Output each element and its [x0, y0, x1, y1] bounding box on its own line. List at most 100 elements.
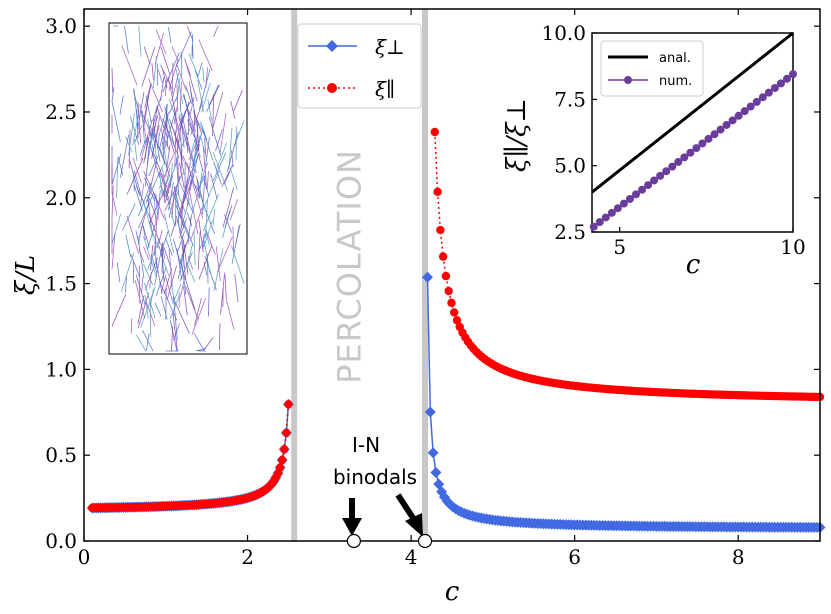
inset-num-point	[716, 125, 725, 134]
fiber	[197, 175, 205, 192]
fiber	[201, 82, 211, 113]
fiber	[142, 330, 154, 352]
y-tick-label: 0.5	[45, 443, 77, 467]
fiber	[204, 256, 217, 291]
fiber	[152, 55, 157, 88]
fiber	[176, 193, 181, 234]
inset-num-point	[758, 93, 767, 102]
inset-num-point	[728, 116, 737, 125]
fiber	[141, 276, 144, 294]
fiber	[184, 155, 192, 194]
fiber	[143, 282, 156, 319]
fiber	[154, 245, 163, 287]
fiber	[185, 142, 195, 166]
inset-series	[589, 31, 797, 231]
fiber	[208, 116, 222, 156]
fiber	[126, 215, 140, 254]
fiber	[133, 170, 142, 194]
inset-num-point	[589, 222, 598, 231]
fiber	[111, 87, 115, 102]
fiber	[180, 148, 183, 173]
fiber	[132, 111, 140, 146]
fiber	[200, 121, 214, 161]
fiber	[162, 167, 171, 198]
fiber	[182, 235, 185, 268]
fiber	[162, 51, 180, 93]
fiber	[229, 199, 238, 221]
fiber	[189, 156, 199, 191]
fiber	[111, 185, 114, 218]
fiber	[222, 187, 234, 228]
fiber	[176, 84, 179, 112]
fiber	[170, 162, 173, 188]
fiber	[200, 138, 207, 159]
inset-num-point	[607, 208, 616, 217]
fiber	[223, 164, 234, 185]
fiber	[180, 194, 185, 232]
fiber	[149, 224, 159, 248]
data-point	[284, 400, 293, 409]
data-point	[421, 271, 433, 283]
fiber	[208, 287, 210, 317]
fiber	[148, 214, 161, 245]
fiber	[124, 276, 127, 293]
fiber	[202, 170, 220, 211]
fiber	[134, 125, 143, 143]
fiber	[175, 186, 186, 213]
fiber	[147, 136, 161, 179]
fiber	[191, 297, 207, 336]
fiber	[181, 214, 194, 246]
fiber	[175, 31, 192, 68]
fiber	[141, 110, 145, 144]
fiber	[176, 140, 179, 181]
inset-num-point	[668, 162, 677, 171]
fiber	[198, 246, 213, 280]
y-tick-label: 1.5	[45, 272, 77, 296]
fiber	[197, 62, 203, 77]
fiber	[139, 139, 146, 156]
fiber	[202, 193, 219, 232]
fiber	[219, 112, 227, 155]
fiber	[198, 68, 211, 110]
fiber	[195, 184, 204, 202]
fiber	[202, 336, 214, 352]
data-point	[430, 127, 440, 137]
fiber	[143, 246, 150, 261]
fiber	[233, 90, 243, 112]
fiber	[189, 97, 195, 115]
fiber	[140, 110, 156, 145]
fiber	[179, 274, 186, 298]
fiber	[204, 137, 207, 154]
legend-circle-marker	[327, 83, 337, 93]
fiber	[144, 146, 150, 187]
data-point	[438, 252, 448, 261]
data-point	[280, 445, 289, 454]
fiber	[135, 230, 140, 245]
inset-num-point	[650, 176, 659, 185]
fiber	[187, 255, 194, 270]
fiber	[176, 63, 187, 91]
fiber	[191, 122, 201, 158]
fiber	[154, 302, 162, 317]
fiber	[205, 136, 210, 167]
fiber	[143, 263, 154, 286]
fiber	[203, 237, 211, 273]
fiber	[128, 159, 140, 196]
fiber	[132, 261, 135, 283]
fiber	[149, 271, 152, 289]
data-point	[277, 455, 287, 465]
fiber	[213, 25, 219, 38]
binodal-label-line2: binodals	[333, 465, 417, 489]
fiber	[167, 27, 172, 43]
inset-num-point	[770, 83, 779, 92]
fiber	[224, 274, 227, 300]
fiber	[111, 232, 116, 270]
inset-num-point	[656, 171, 665, 180]
fiber	[137, 292, 150, 329]
data-point	[444, 286, 453, 296]
fiber	[191, 179, 204, 219]
inset-num-point	[674, 157, 683, 166]
fiber	[186, 262, 196, 283]
fiber	[155, 29, 167, 55]
